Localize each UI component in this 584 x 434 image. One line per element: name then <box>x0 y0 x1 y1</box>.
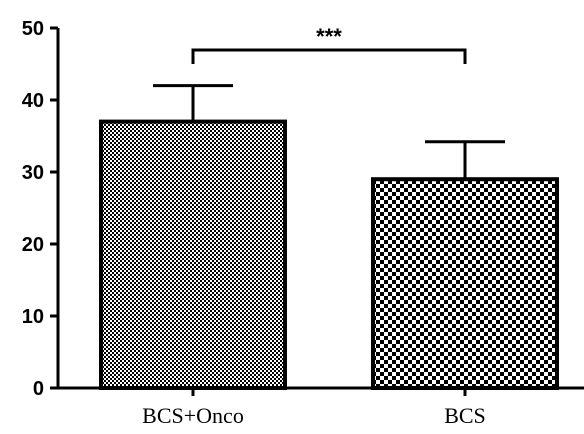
significance-bracket <box>191 48 467 64</box>
y-tick-label: 10 <box>22 306 44 328</box>
y-tick-label: 20 <box>22 234 44 256</box>
bars <box>99 84 559 390</box>
x-tick-label: BCS+Onco <box>142 403 244 428</box>
y-tick-label: 50 <box>22 18 44 40</box>
bar <box>371 177 559 390</box>
significance-label: *** <box>316 24 342 49</box>
bar <box>99 119 287 390</box>
x-tick-label: BCS <box>444 403 486 428</box>
y-tick-label: 40 <box>22 90 44 112</box>
y-tick-label: 30 <box>22 162 44 184</box>
y-tick-label: 0 <box>33 378 44 400</box>
labels: 0 10 20 30 40 50 BCS+Onco BCS *** <box>22 18 486 428</box>
